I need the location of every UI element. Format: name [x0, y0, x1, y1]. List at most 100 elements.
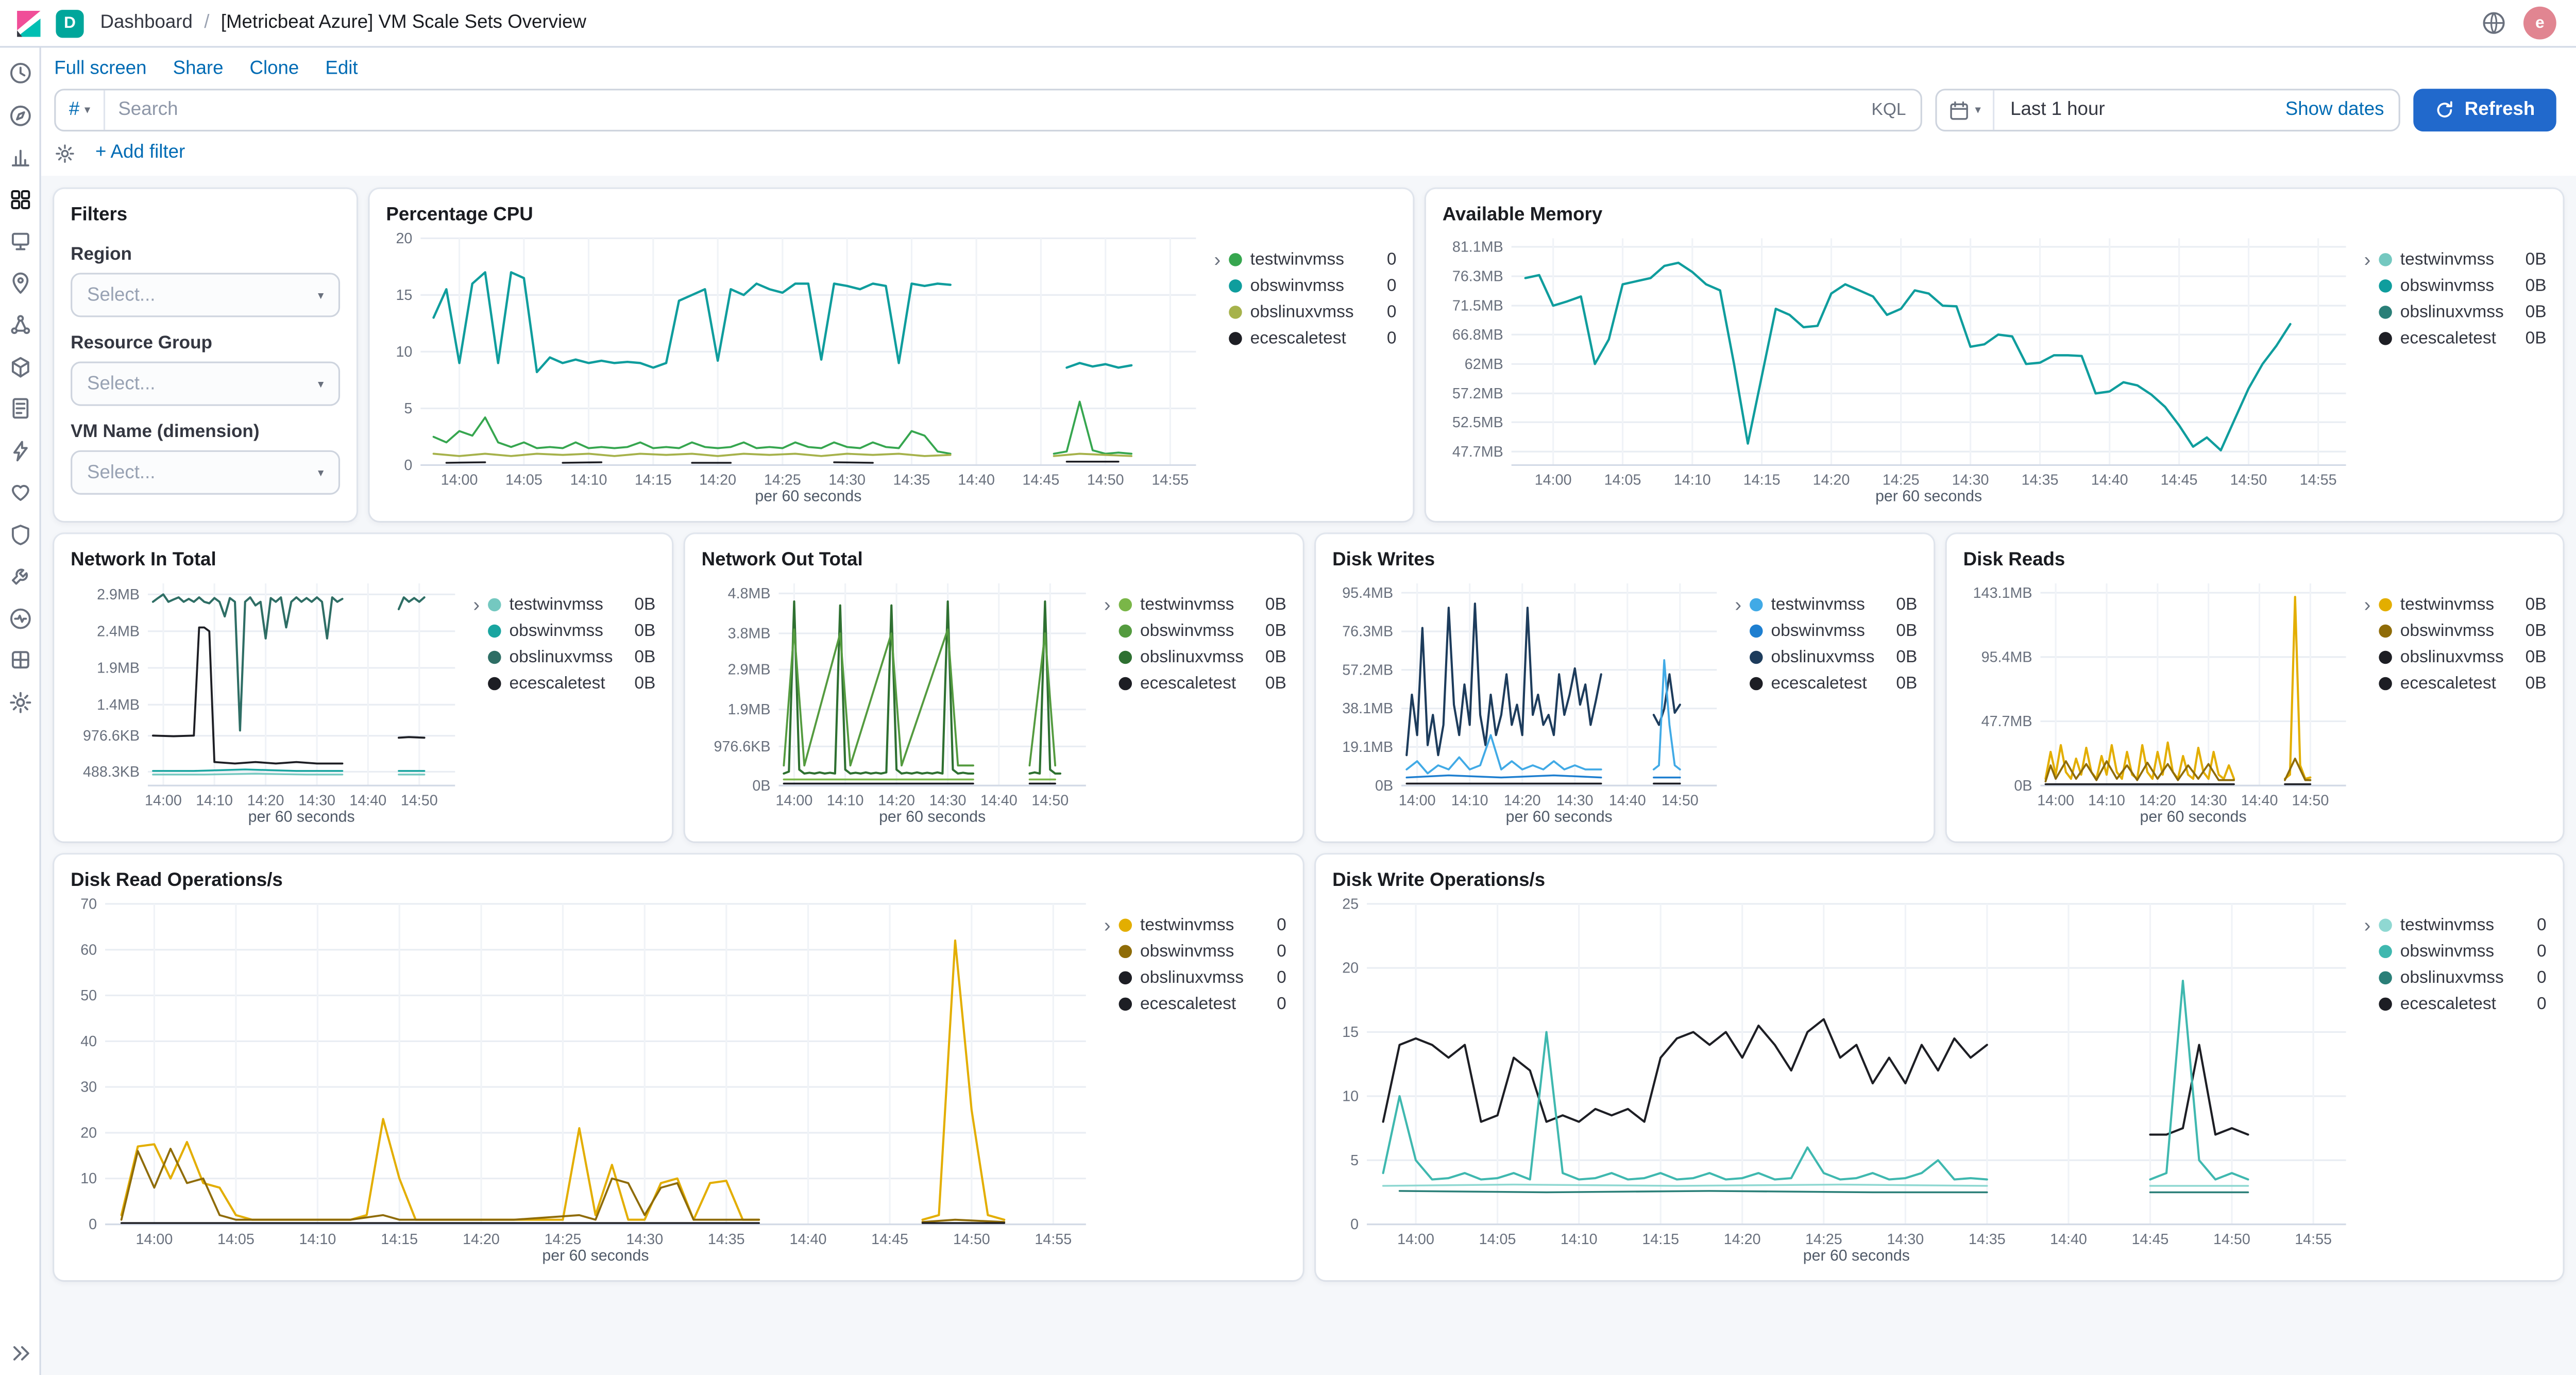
legend-collapse-icon[interactable]: ›	[2364, 593, 2371, 616]
legend-item-ecescaletest[interactable]: ecescaletest 0B	[488, 672, 655, 695]
legend-collapse-icon[interactable]: ›	[473, 593, 480, 616]
legend-item-obswinvmss[interactable]: obswinvmss 0B	[2379, 275, 2547, 298]
net_in-chart-canvas[interactable]: 488.3KB 976.6KB 1.4MB 1.9MB 2.4MB 2.9MB 14:00 1…	[71, 574, 465, 828]
legend-item-testwinvmss[interactable]: testwinvmss 0	[2379, 914, 2547, 937]
edit-link[interactable]: Edit	[325, 59, 358, 79]
show-dates-button[interactable]: Show dates	[2285, 100, 2384, 120]
legend-item-obswinvmss[interactable]: obswinvmss 0	[1229, 275, 1396, 298]
resource-group-select[interactable]: Select... ▾	[71, 361, 341, 406]
legend-item-ecescaletest[interactable]: ecescaletest 0	[1118, 993, 1286, 1016]
sidebar-item-stack-monitoring[interactable]	[7, 606, 32, 630]
panel-title[interactable]: Disk Write Operations/s	[1332, 871, 1546, 891]
share-link[interactable]: Share	[173, 59, 224, 79]
legend-item-obswinvmss[interactable]: obswinvmss 0	[1118, 940, 1286, 963]
legend-item-obswinvmss[interactable]: obswinvmss 0	[2379, 940, 2547, 963]
legend-collapse-icon[interactable]: ›	[1104, 913, 1111, 937]
legend-item-ecescaletest[interactable]: ecescaletest 0B	[1118, 672, 1286, 695]
sidebar-item-management[interactable]	[7, 690, 32, 714]
saved-query-menu-button[interactable]: # ▾	[56, 90, 105, 130]
sidebar-item-security[interactable]	[7, 522, 32, 546]
query-language-toggle[interactable]: KQL	[1871, 100, 1906, 120]
legend-item-testwinvmss[interactable]: testwinvmss 0B	[2379, 248, 2547, 272]
legend-item-obslinuxvmss[interactable]: obslinuxvmss 0B	[1750, 646, 1917, 669]
sidebar-item-machine-learning[interactable]	[7, 312, 32, 337]
kibana-logo[interactable]	[0, 7, 56, 39]
time-range-value[interactable]: Last 1 hour	[2010, 100, 2105, 120]
legend-item-ecescaletest[interactable]: ecescaletest 0B	[2379, 327, 2547, 350]
sidebar-item-canvas[interactable]	[7, 228, 32, 253]
legend-item-obswinvmss[interactable]: obswinvmss 0B	[1750, 619, 1917, 643]
sidebar-item-metrics[interactable]	[7, 354, 32, 379]
legend-item-ecescaletest[interactable]: ecescaletest 0B	[2379, 672, 2547, 695]
legend-item-testwinvmss[interactable]: testwinvmss 0	[1229, 248, 1396, 272]
legend-item-testwinvmss[interactable]: testwinvmss 0B	[2379, 593, 2547, 616]
panel-title[interactable]: Disk Writes	[1332, 550, 1435, 571]
sidebar-item-logs[interactable]	[7, 396, 32, 421]
svg-text:14:50: 14:50	[2213, 1231, 2250, 1248]
panel-title[interactable]: Disk Read Operations/s	[71, 871, 283, 891]
breadcrumb[interactable]: Dashboard	[100, 13, 193, 33]
legend-item-ecescaletest[interactable]: ecescaletest 0	[2379, 993, 2547, 1016]
legend-item-obslinuxvmss[interactable]: obslinuxvmss 0	[1229, 301, 1396, 324]
filter-settings-gear-icon[interactable]	[54, 142, 75, 163]
sidebar-item-maps[interactable]	[7, 271, 32, 295]
svg-text:14:05: 14:05	[1479, 1231, 1516, 1248]
disk_read_ops-chart-canvas[interactable]: 0 10 20 30 40 50 60 70 14:00 14:05 14:10 14:15 14:20…	[71, 894, 1096, 1267]
sidebar-item-recently-viewed[interactable]	[7, 61, 32, 86]
breadcrumb-separator: /	[204, 13, 210, 33]
legend-collapse-icon[interactable]: ›	[2364, 248, 2371, 272]
legend-item-testwinvmss[interactable]: testwinvmss 0B	[488, 593, 655, 616]
series-color-dot	[1750, 624, 1763, 638]
legend-item-ecescaletest[interactable]: ecescaletest 0B	[1750, 672, 1917, 695]
panel-title[interactable]: Percentage CPU	[386, 205, 533, 225]
legend-item-obslinuxvmss[interactable]: obslinuxvmss 0	[2379, 966, 2547, 990]
cpu-chart-canvas[interactable]: 0 5 10 15 20 14:00 14:05 14:10 14:15 14:20 14:25 14…	[386, 228, 1206, 508]
legend-item-ecescaletest[interactable]: ecescaletest 0	[1229, 327, 1396, 350]
legend-item-obslinuxvmss[interactable]: obslinuxvmss 0	[1118, 966, 1286, 990]
legend-item-testwinvmss[interactable]: testwinvmss 0B	[1750, 593, 1917, 616]
panel-title[interactable]: Network Out Total	[701, 550, 863, 571]
menu-expand-icon[interactable]	[7, 1341, 32, 1366]
legend-collapse-icon[interactable]: ›	[1735, 593, 1742, 616]
sidebar-item-visualize[interactable]	[7, 145, 32, 170]
memory-chart-canvas[interactable]: 47.7MB 52.5MB 57.2MB 62MB 66.8MB 71.5MB 76.3MB…	[1443, 228, 2356, 508]
legend-item-obswinvmss[interactable]: obswinvmss 0B	[488, 619, 655, 643]
sidebar-item-discover[interactable]	[7, 103, 32, 127]
refresh-button[interactable]: Refresh	[2413, 89, 2556, 132]
add-filter-button[interactable]: + Add filter	[95, 143, 185, 163]
legend-collapse-icon[interactable]: ›	[2364, 913, 2371, 937]
sidebar-item-apm[interactable]	[7, 438, 32, 463]
disk_writes-chart-canvas[interactable]: 0B 19.1MB 38.1MB 57.2MB 76.3MB 95.4MB 14:00 14:…	[1332, 574, 1726, 828]
user-avatar[interactable]: e	[2523, 6, 2556, 40]
panel-title[interactable]: Disk Reads	[1963, 550, 2065, 571]
legend-item-obslinuxvmss[interactable]: obslinuxvmss 0B	[2379, 301, 2547, 324]
panel-title[interactable]: Available Memory	[1442, 205, 1603, 225]
sidebar-item-dashboard[interactable]	[7, 187, 32, 211]
vm-name-select[interactable]: Select... ▾	[71, 450, 341, 495]
calendar-menu-button[interactable]: ▾	[1937, 90, 1994, 130]
disk_write_ops-chart-canvas[interactable]: 0 5 10 15 20 25 14:00 14:05 14:10 14:15 14:20 14:25…	[1332, 894, 2356, 1267]
space-badge[interactable]: D	[56, 9, 84, 37]
legend-collapse-icon[interactable]: ›	[1104, 593, 1111, 616]
legend-item-obslinuxvmss[interactable]: obslinuxvmss 0B	[488, 646, 655, 669]
legend-item-testwinvmss[interactable]: testwinvmss 0B	[1118, 593, 1286, 616]
cloud-deployment-icon[interactable]	[2481, 10, 2507, 36]
panel-title[interactable]: Network In Total	[71, 550, 216, 571]
legend-item-obslinuxvmss[interactable]: obslinuxvmss 0B	[1118, 646, 1286, 669]
legend-item-obswinvmss[interactable]: obswinvmss 0B	[1118, 619, 1286, 643]
sidebar-item-fleet[interactable]	[7, 647, 32, 672]
legend-item-obswinvmss[interactable]: obswinvmss 0B	[2379, 619, 2547, 643]
clone-link[interactable]: Clone	[249, 59, 299, 79]
sidebar-item-dev-tools[interactable]	[7, 564, 32, 589]
legend-item-obslinuxvmss[interactable]: obslinuxvmss 0B	[2379, 646, 2547, 669]
full-screen-link[interactable]: Full screen	[54, 59, 147, 79]
svg-text:20: 20	[396, 230, 412, 247]
legend-collapse-icon[interactable]: ›	[1214, 248, 1221, 272]
net_out-chart-canvas[interactable]: 0B 976.6KB 1.9MB 2.9MB 3.8MB 4.8MB 14:00 14:10 1…	[702, 574, 1096, 828]
region-select[interactable]: Select... ▾	[71, 273, 341, 317]
region-label: Region	[71, 245, 132, 265]
search-input[interactable]	[105, 100, 1857, 120]
disk_reads-chart-canvas[interactable]: 0B 47.7MB 95.4MB 143.1MB 14:00 14:10 14:20 14:3…	[1963, 574, 2356, 828]
sidebar-item-uptime[interactable]	[7, 480, 32, 505]
legend-item-testwinvmss[interactable]: testwinvmss 0	[1118, 914, 1286, 937]
